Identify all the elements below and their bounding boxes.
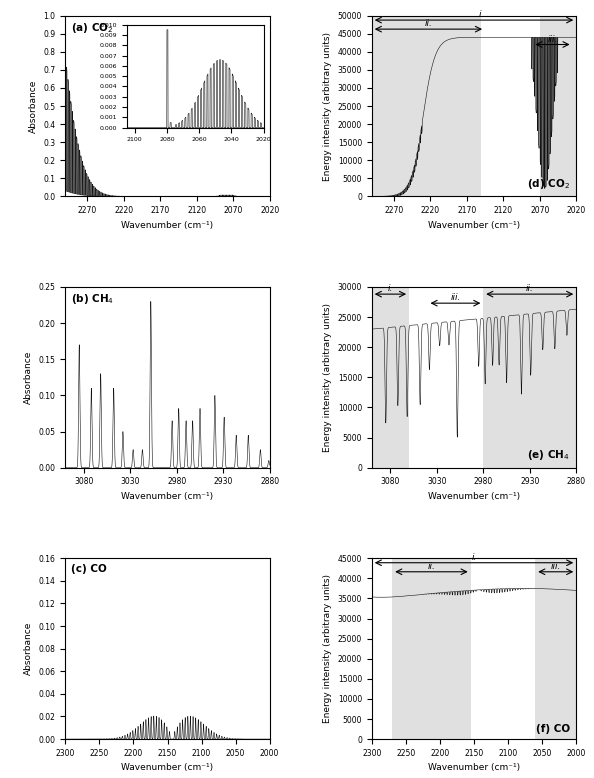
X-axis label: Wavenumber (cm⁻¹): Wavenumber (cm⁻¹)	[428, 763, 520, 773]
Text: (b) CH$_4$: (b) CH$_4$	[71, 293, 115, 307]
Y-axis label: Absorbance: Absorbance	[24, 351, 33, 404]
Bar	[484, 287, 576, 468]
Text: (c) CO: (c) CO	[71, 563, 108, 573]
Text: iii.: iii.	[551, 562, 561, 571]
Text: (e) CH$_4$: (e) CH$_4$	[527, 448, 570, 462]
Text: i.: i.	[388, 284, 393, 293]
Text: (f) CO: (f) CO	[536, 724, 570, 734]
Bar	[372, 16, 481, 197]
X-axis label: Wavenumber (cm⁻¹): Wavenumber (cm⁻¹)	[121, 492, 214, 501]
Text: iii.: iii.	[450, 293, 460, 303]
Y-axis label: Energy intensity (arbitrary units): Energy intensity (arbitrary units)	[323, 31, 332, 180]
Text: ii.: ii.	[526, 284, 533, 293]
Text: i.: i.	[479, 10, 484, 19]
Y-axis label: Energy intensity (arbitrary units): Energy intensity (arbitrary units)	[323, 574, 332, 724]
Text: (a) CO$_2$: (a) CO$_2$	[71, 21, 114, 35]
Bar	[535, 559, 576, 739]
Text: ii.: ii.	[428, 562, 436, 571]
Text: iii.: iii.	[548, 34, 558, 44]
Bar	[372, 287, 409, 468]
Y-axis label: Absorbance: Absorbance	[24, 622, 33, 675]
Text: i.: i.	[471, 553, 477, 562]
X-axis label: Wavenumber (cm⁻¹): Wavenumber (cm⁻¹)	[121, 221, 214, 230]
X-axis label: Wavenumber (cm⁻¹): Wavenumber (cm⁻¹)	[428, 221, 520, 230]
Y-axis label: Absorbance: Absorbance	[29, 79, 38, 133]
Bar	[540, 16, 576, 197]
Bar	[392, 559, 470, 739]
Text: ii.: ii.	[425, 19, 432, 28]
X-axis label: Wavenumber (cm⁻¹): Wavenumber (cm⁻¹)	[428, 492, 520, 501]
X-axis label: Wavenumber (cm⁻¹): Wavenumber (cm⁻¹)	[121, 763, 214, 773]
Text: (d) CO$_2$: (d) CO$_2$	[527, 177, 570, 191]
Y-axis label: Energy intensity (arbitrary units): Energy intensity (arbitrary units)	[323, 303, 332, 452]
